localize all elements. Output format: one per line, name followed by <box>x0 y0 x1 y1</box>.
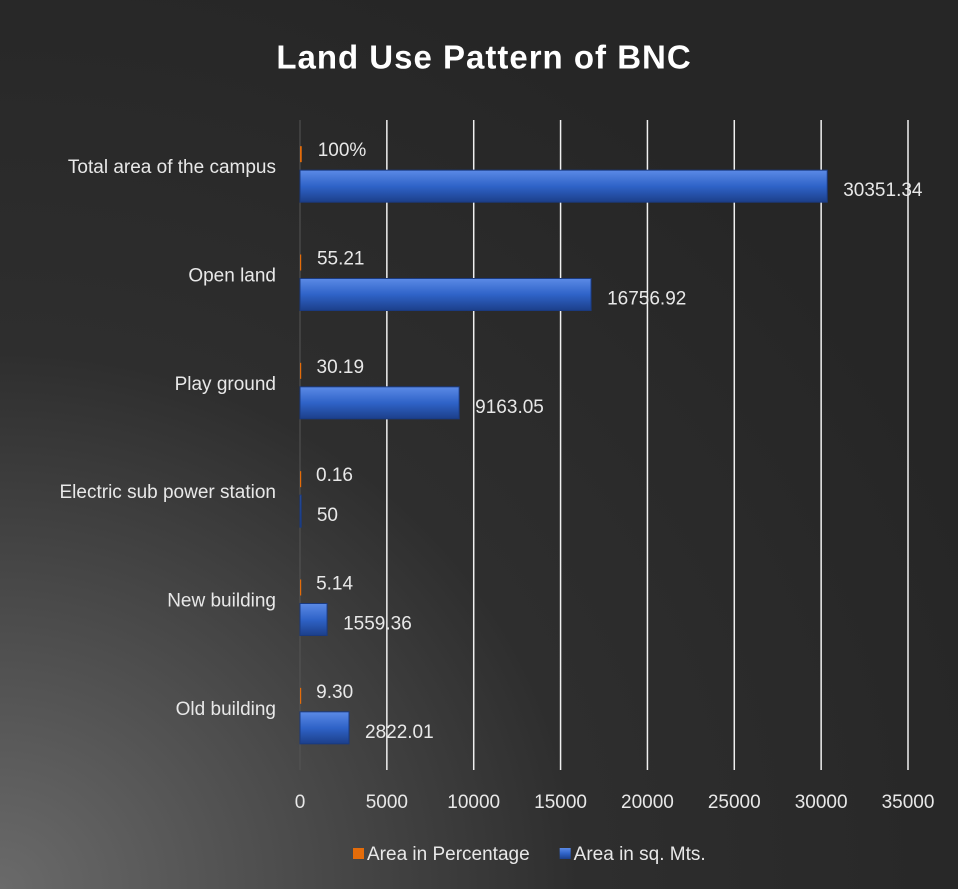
data-label: 100% <box>318 140 367 161</box>
x-tick-label: 15000 <box>534 792 587 813</box>
data-label: 9163.05 <box>475 397 544 418</box>
x-tick-label: 0 <box>295 792 306 813</box>
data-label: 50 <box>317 505 338 526</box>
legend-label: Area in sq. Mts. <box>574 844 706 865</box>
bar <box>300 579 302 596</box>
y-tick-label: New building <box>167 591 276 612</box>
x-tick-label: 10000 <box>447 792 500 813</box>
bar <box>300 146 302 163</box>
x-tick-label: 30000 <box>795 792 848 813</box>
x-tick-label: 5000 <box>366 792 408 813</box>
bar <box>299 711 350 745</box>
chart-title: Land Use Pattern of BNC <box>276 39 691 76</box>
bar <box>299 494 302 528</box>
x-tick-label: 35000 <box>882 792 935 813</box>
y-tick-label: Electric sub power station <box>60 482 277 503</box>
legend-label: Area in Percentage <box>367 844 530 865</box>
bar <box>300 471 302 488</box>
y-tick-label: Old building <box>176 699 276 720</box>
data-label: 0.16 <box>316 465 353 486</box>
x-tick-label: 20000 <box>621 792 674 813</box>
data-label: 9.30 <box>316 682 353 703</box>
data-label: 30.19 <box>317 357 365 378</box>
y-tick-label: Total area of the campus <box>68 157 276 178</box>
bar <box>300 362 302 379</box>
data-label: 30351.34 <box>843 180 923 201</box>
bar <box>300 687 302 704</box>
data-label: 16756.92 <box>607 289 686 310</box>
data-label: 5.14 <box>316 574 353 595</box>
bar <box>299 169 828 203</box>
bar <box>299 278 592 311</box>
data-label: 55.21 <box>317 249 365 270</box>
y-tick-label: Open land <box>188 266 276 287</box>
legend-swatch <box>353 848 364 859</box>
bar <box>299 386 460 420</box>
legend-swatch <box>559 848 571 859</box>
y-tick-label: Play ground <box>175 374 276 395</box>
data-label: 1559.36 <box>343 614 412 635</box>
bar <box>299 603 328 636</box>
x-tick-label: 25000 <box>708 792 761 813</box>
bar <box>300 254 302 271</box>
data-label: 2822.01 <box>365 722 434 743</box>
